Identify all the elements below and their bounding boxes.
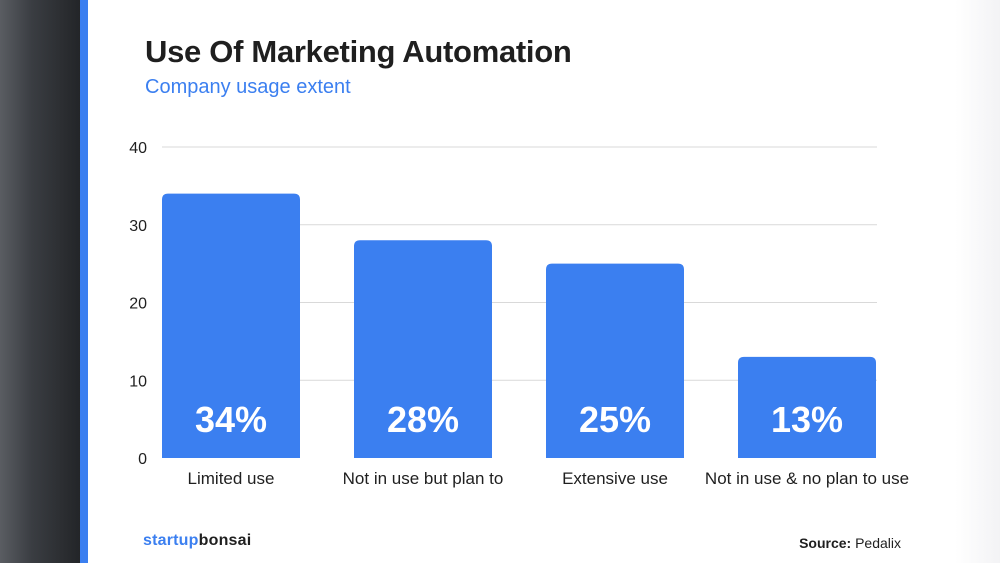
bar <box>354 240 492 458</box>
chart-subtitle: Company usage extent <box>145 76 351 98</box>
bar-value-label: 25% <box>579 399 651 440</box>
y-tick-label: 30 <box>129 218 147 235</box>
bar-value-label: 28% <box>387 399 459 440</box>
chart-title: Use Of Marketing Automation <box>145 34 572 69</box>
right-background-fade <box>955 0 1000 563</box>
bar <box>738 356 876 458</box>
bar <box>162 193 300 458</box>
brand-logo-part2: bonsai <box>198 532 252 549</box>
bar-value-label: 34% <box>195 399 267 440</box>
bar-value-labels: 34% 28% 25% 13% <box>195 399 843 440</box>
x-category-label: Extensive use <box>562 469 668 488</box>
y-axis-ticks: 0 10 20 30 40 <box>129 140 147 468</box>
y-tick-label: 20 <box>129 296 147 313</box>
brand-logo-part1: startup <box>143 532 199 549</box>
y-tick-label: 0 <box>138 451 147 468</box>
source-note: Source: Pedalix <box>799 535 901 551</box>
bar-value-label: 13% <box>771 399 843 440</box>
left-background-strip <box>0 0 80 563</box>
accent-vertical-rule <box>80 0 88 563</box>
source-label: Source: <box>799 535 852 551</box>
x-axis-categories: Limited use Not in use but plan to Extensi… <box>188 469 910 488</box>
y-tick-label: 10 <box>129 373 147 390</box>
brand-logo: startupbonsai <box>143 532 251 550</box>
x-category-label: Not in use but plan to <box>343 469 504 488</box>
bars <box>162 193 876 458</box>
y-tick-label: 40 <box>129 140 147 157</box>
x-category-label: Not in use & no plan to use <box>705 469 909 488</box>
x-category-label: Limited use <box>188 469 275 488</box>
bar <box>546 263 684 458</box>
source-value: Pedalix <box>855 535 901 551</box>
